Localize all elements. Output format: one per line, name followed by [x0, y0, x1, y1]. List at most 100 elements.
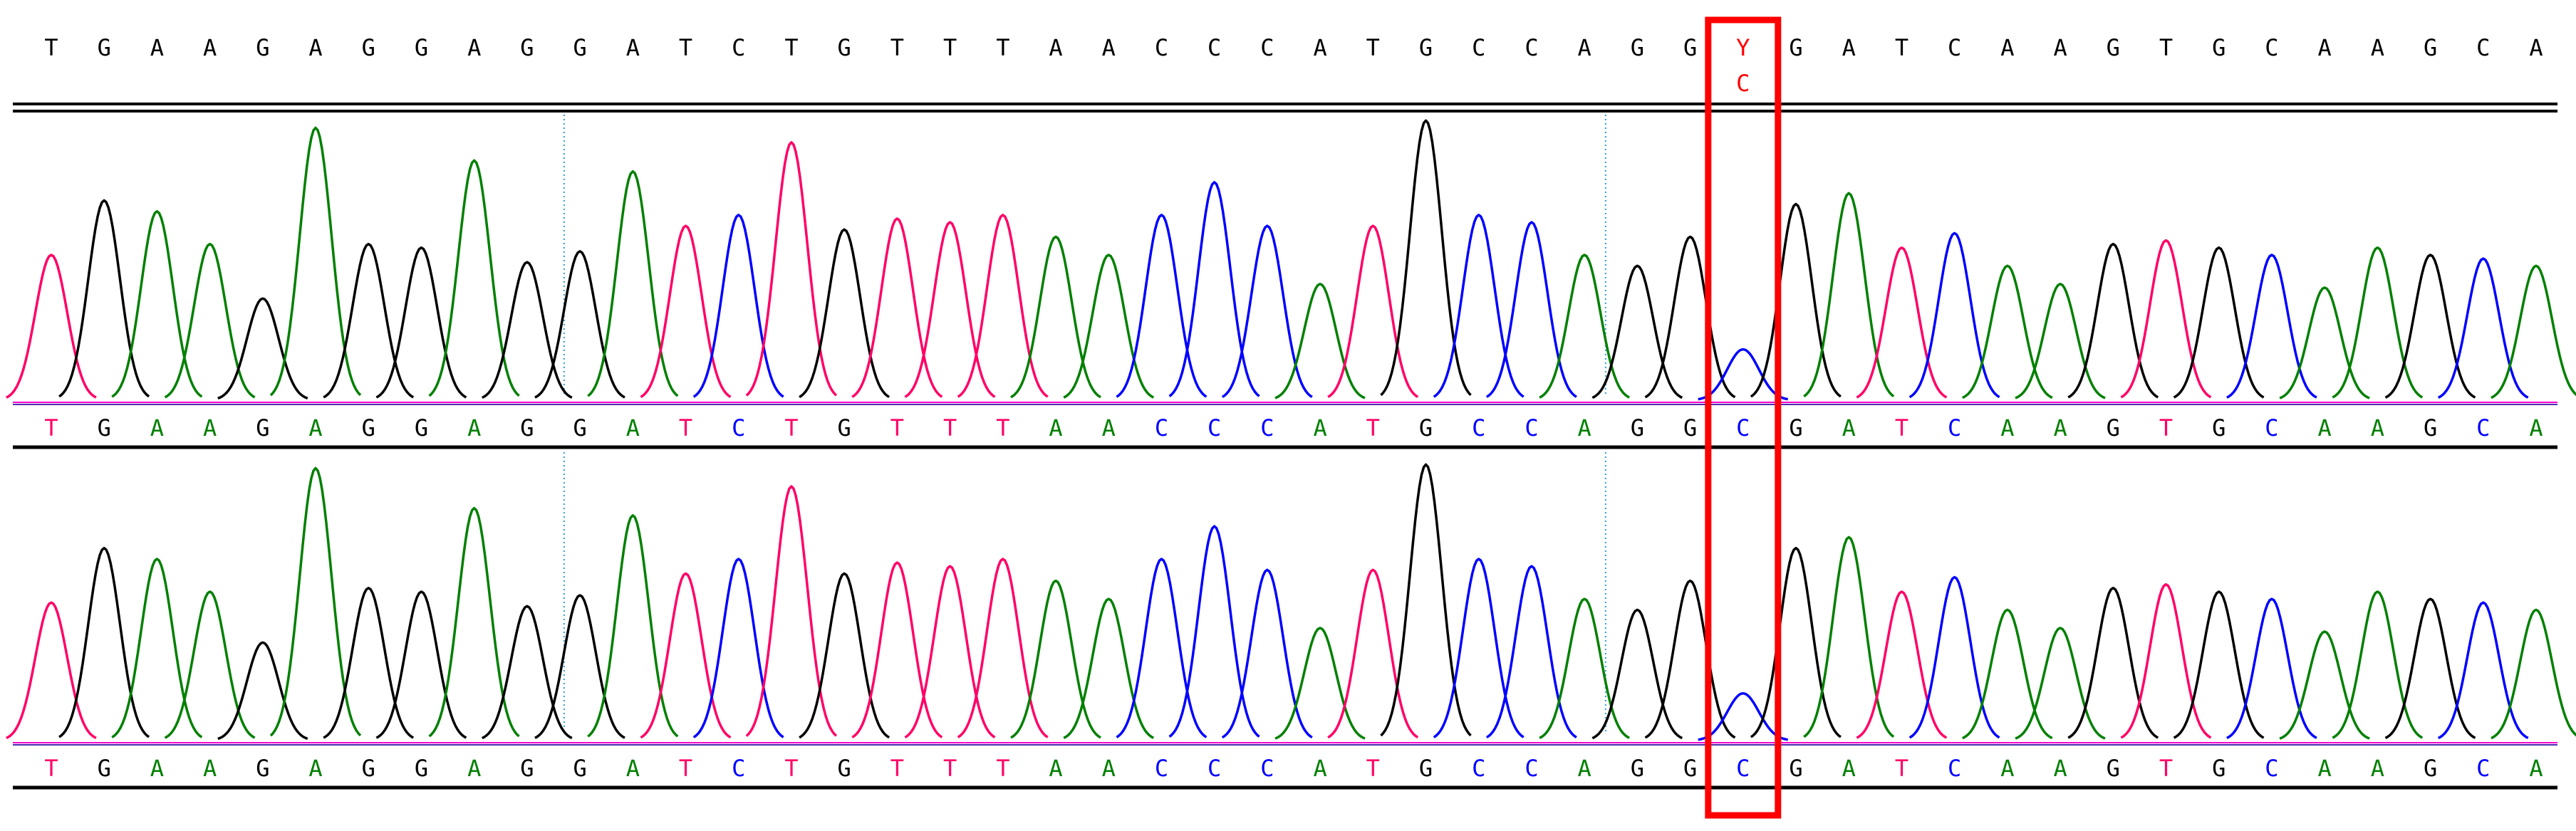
consensus-base: A: [2318, 34, 2332, 61]
basecall: A: [467, 755, 481, 782]
trace-peak: [111, 210, 203, 398]
consensus-base: C: [1208, 34, 1221, 61]
trace-peak: [1803, 535, 1895, 738]
trace-peak: [1327, 568, 1419, 739]
consensus-sequence-row: T G A A G A G G A G G A T C T G T T T A A C C C A T G C C A G G Y G A T C A A G…: [44, 34, 2543, 97]
basecall: A: [626, 414, 640, 441]
trace-peak: [1698, 691, 1789, 741]
consensus-base: T: [784, 34, 798, 61]
consensus-base: C: [2476, 34, 2490, 61]
basecall: A: [308, 755, 322, 782]
trace-peak: [2437, 601, 2529, 740]
consensus-base: A: [308, 34, 322, 61]
consensus-base: G: [1789, 34, 1802, 61]
basecall: A: [2318, 755, 2332, 782]
basecall: G: [1789, 414, 1802, 441]
trace-peak: [1116, 214, 1208, 398]
trace-peak: [1591, 264, 1683, 399]
trace-peak: [640, 572, 732, 739]
trace-peak: [6, 254, 97, 399]
consensus-base: T: [1895, 34, 1908, 61]
consensus-base: A: [2053, 34, 2067, 61]
basecall: A: [2371, 414, 2384, 441]
trace-peak: [1644, 235, 1736, 399]
consensus-base: T: [996, 34, 1009, 61]
basecall: C: [732, 755, 745, 782]
trace-peak: [1433, 558, 1525, 738]
basecall: A: [2053, 755, 2067, 782]
consensus-base: A: [1842, 34, 1856, 61]
consensus-base: A: [1313, 34, 1326, 61]
trace-peak: [2015, 283, 2106, 399]
basecall: G: [1631, 414, 1644, 441]
trace-peak: [904, 221, 996, 398]
basecall: G: [362, 414, 375, 441]
consensus-base: G: [362, 34, 375, 61]
basecall: C: [1472, 414, 1485, 441]
trace-peak: [1908, 231, 2000, 399]
basecall: T: [44, 414, 58, 441]
trace-peak: [587, 169, 679, 397]
trace-peak: [482, 605, 573, 740]
basecall: G: [415, 755, 428, 782]
basecall: T: [1366, 755, 1380, 782]
basecall: A: [1102, 414, 1116, 441]
trace-peak: [1380, 119, 1472, 397]
basecall: A: [1102, 755, 1116, 782]
trace-peak: [111, 558, 203, 738]
trace-peak: [851, 217, 943, 398]
basecall: T: [996, 414, 1009, 441]
trace-peak: [1644, 579, 1736, 739]
consensus-base: A: [2529, 34, 2543, 61]
basecall: C: [2476, 414, 2490, 441]
trace-peak: [2173, 590, 2265, 739]
trace-peak: [534, 594, 625, 739]
basecall: T: [943, 414, 957, 441]
trace-peak: [2067, 242, 2159, 399]
trace-peak: [1962, 264, 2053, 399]
basecall: A: [1842, 755, 1856, 782]
trace-peak: [58, 199, 150, 398]
consensus-base: G: [98, 34, 111, 61]
trace-peak: [428, 159, 520, 397]
consensus-variant-call: C: [1736, 70, 1750, 97]
basecall: T: [784, 755, 798, 782]
trace-peak: [2384, 254, 2476, 399]
basecall: T: [784, 414, 798, 441]
basecall: G: [838, 414, 851, 441]
basecall: A: [1578, 414, 1591, 441]
basecall: G: [2424, 414, 2437, 441]
basecall: A: [2371, 755, 2384, 782]
trace-peak: [799, 228, 890, 399]
basecall: T: [996, 755, 1009, 782]
trace-peak: [1539, 254, 1630, 399]
consensus-base: T: [890, 34, 904, 61]
trace-peak: [323, 587, 415, 739]
consensus-base: A: [467, 34, 481, 61]
basecall: T: [943, 755, 957, 782]
basecall: G: [98, 414, 111, 441]
basecall: C: [1155, 755, 1168, 782]
basecall: A: [1313, 755, 1326, 782]
basecall: C: [1208, 755, 1221, 782]
basecall: A: [203, 755, 217, 782]
trace-peak: [2491, 264, 2576, 399]
trace-peak: [1539, 597, 1630, 739]
basecall: A: [150, 414, 164, 441]
trace-peak: [2173, 246, 2265, 399]
basecall: C: [1208, 414, 1221, 441]
trace-peak: [375, 246, 467, 399]
trace-peak: [2226, 254, 2317, 399]
consensus-base: G: [2212, 34, 2226, 61]
trace-peak: [1485, 565, 1577, 739]
consensus-base: G: [838, 34, 851, 61]
trace-peak: [1908, 575, 2000, 739]
trace-peak: [1010, 579, 1101, 739]
basecall: C: [1948, 755, 1961, 782]
consensus-base: G: [573, 34, 586, 61]
basecall: G: [573, 414, 586, 441]
trace-peak: [1856, 246, 1948, 399]
basecall: C: [1525, 755, 1538, 782]
trace-peak: [58, 546, 150, 738]
basecall: A: [2318, 414, 2332, 441]
